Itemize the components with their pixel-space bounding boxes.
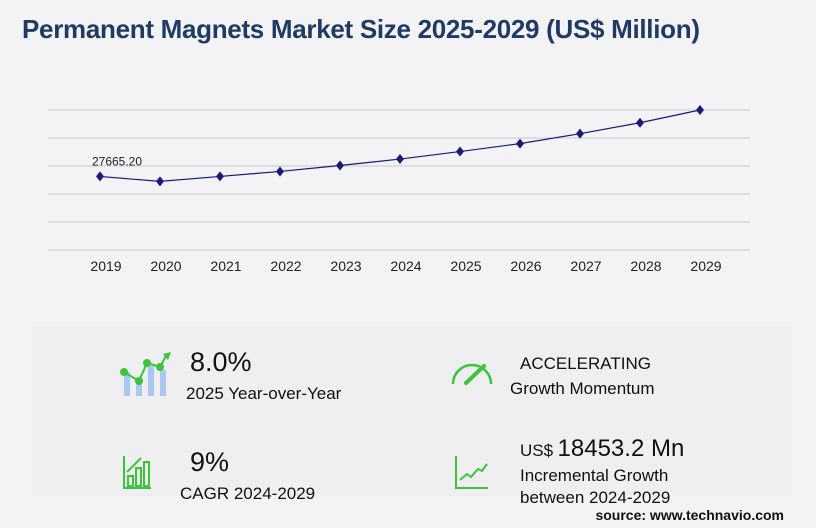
data-point (636, 117, 644, 128)
incremental-value: 18453.2 Mn (557, 435, 685, 462)
yoy-value: 8.0% (190, 347, 252, 377)
x-tick-label: 2021 (210, 258, 241, 274)
x-tick-label: 2029 (690, 258, 721, 274)
data-label: 27665.20 (92, 154, 142, 168)
stats-panel (32, 326, 792, 496)
growth-bar-chart-icon (120, 352, 171, 396)
data-point (516, 138, 524, 149)
data-point (276, 166, 284, 177)
chart-title: Permanent Magnets Market Size 2025-2029 … (22, 14, 700, 44)
speedometer-icon (451, 363, 493, 385)
data-point (216, 171, 224, 182)
incremental-label-1: Incremental Growth (520, 466, 669, 485)
cagr-value: 9% (190, 447, 230, 477)
x-tick-label: 2022 (270, 258, 301, 274)
incremental-label-2: between 2024-2029 (520, 488, 671, 507)
line-chart: 2019 27665.20 2020 2021 2022 2023 2024 2025 2026… (48, 105, 750, 274)
cagr-chart-icon (123, 456, 151, 489)
x-tick-label: 2023 (330, 258, 361, 274)
incremental-value-wrap: US$ 18453.2 Mn (520, 435, 684, 463)
x-tick-label: 2024 (390, 258, 421, 274)
momentum-value: ACCELERATING (520, 354, 651, 373)
x-tick-label: 2019 (90, 258, 121, 274)
currency-prefix: US$ (520, 441, 554, 460)
x-tick-label: 2028 (630, 258, 661, 274)
data-point (576, 128, 584, 139)
data-point (696, 105, 704, 115)
data-point (336, 160, 344, 171)
source-text: source: www.technavio.com (595, 507, 784, 523)
x-tick-label: 2020 (150, 258, 181, 274)
yoy-label: 2025 Year-over-Year (186, 384, 342, 403)
x-tick-label: 2025 (450, 258, 481, 274)
cagr-label: CAGR 2024-2029 (180, 484, 316, 503)
series-line (99, 109, 701, 182)
data-point (396, 154, 404, 165)
data-point (456, 146, 464, 157)
momentum-label: Growth Momentum (510, 379, 655, 398)
data-point (96, 171, 104, 182)
trend-up-icon (455, 456, 488, 489)
data-point (156, 176, 164, 187)
x-tick-label: 2026 (510, 258, 541, 274)
x-tick-label: 2027 (570, 258, 601, 274)
